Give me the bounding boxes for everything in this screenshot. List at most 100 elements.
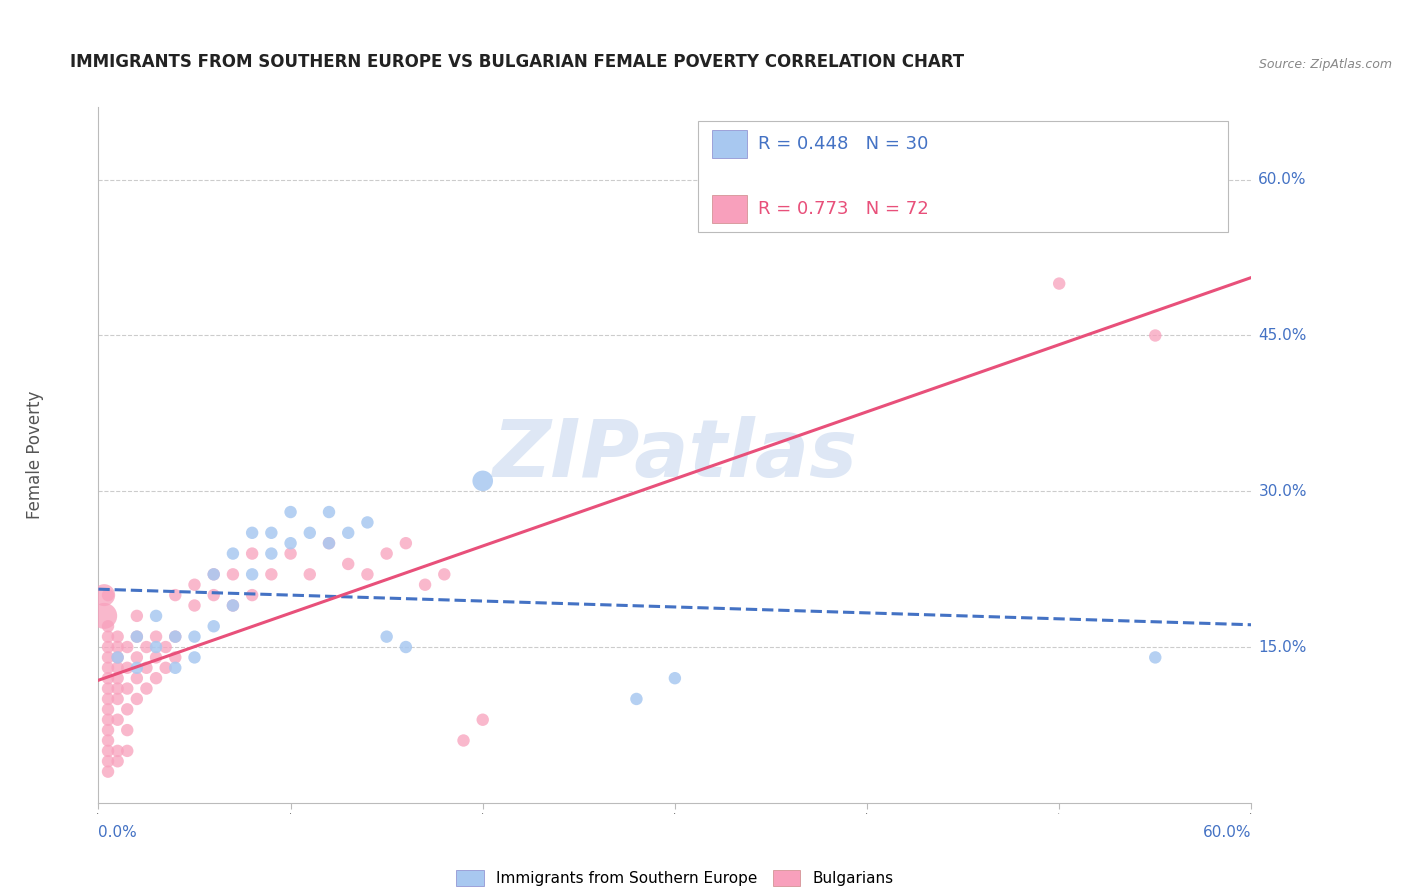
Point (165, 650, 187, 665)
Point (202, 567, 225, 582)
Point (240, 525, 263, 540)
Point (183, 578, 205, 592)
Point (117, 723, 139, 738)
Point (107, 744, 129, 758)
Point (1047, 277, 1070, 291)
Point (395, 536, 418, 550)
Point (97, 692, 120, 706)
Point (107, 671, 129, 685)
Point (240, 567, 263, 582)
Point (375, 547, 398, 561)
Text: 0.0%: 0.0% (98, 825, 138, 840)
Point (97, 661, 120, 675)
Point (413, 578, 436, 592)
Text: R = 0.773   N = 72: R = 0.773 N = 72 (758, 200, 929, 218)
Point (97, 630, 120, 644)
Point (337, 557, 360, 571)
Point (97, 619, 120, 633)
Text: 30.0%: 30.0% (1258, 483, 1306, 499)
Point (117, 744, 139, 758)
Point (395, 640, 418, 654)
Point (155, 640, 177, 654)
Text: Female Poverty: Female Poverty (27, 391, 44, 519)
Point (125, 692, 148, 706)
Point (280, 547, 302, 561)
Point (93, 588, 115, 602)
Point (165, 661, 187, 675)
Point (107, 754, 129, 768)
Point (356, 567, 378, 582)
Point (375, 630, 398, 644)
Point (1144, 328, 1167, 343)
Point (97, 744, 120, 758)
Point (471, 713, 494, 727)
Point (165, 630, 187, 644)
Text: IMMIGRANTS FROM SOUTHERN EUROPE VS BULGARIAN FEMALE POVERTY CORRELATION CHART: IMMIGRANTS FROM SOUTHERN EUROPE VS BULGA… (70, 54, 965, 71)
Point (202, 619, 225, 633)
Text: ZIPatlas: ZIPatlas (492, 416, 858, 494)
Point (155, 661, 177, 675)
Point (145, 650, 167, 665)
Point (97, 588, 120, 602)
Text: 60.0%: 60.0% (1204, 825, 1251, 840)
Point (145, 608, 167, 623)
Point (337, 525, 360, 540)
Point (240, 547, 263, 561)
Text: 15.0%: 15.0% (1258, 640, 1306, 655)
Point (222, 547, 245, 561)
Point (183, 630, 205, 644)
Point (125, 661, 148, 675)
Point (125, 630, 148, 644)
Point (222, 599, 245, 613)
Point (318, 505, 340, 519)
Point (135, 661, 157, 675)
Point (280, 505, 302, 519)
Legend: Immigrants from Southern Europe, Bulgarians: Immigrants from Southern Europe, Bulgari… (450, 864, 900, 892)
Point (125, 608, 148, 623)
Point (298, 525, 321, 540)
Point (117, 702, 139, 716)
Point (280, 536, 302, 550)
Point (107, 681, 129, 696)
Point (260, 547, 283, 561)
Point (222, 567, 245, 582)
Point (453, 733, 475, 747)
Point (97, 640, 120, 654)
Point (240, 588, 263, 602)
Point (1144, 650, 1167, 665)
Point (117, 640, 139, 654)
Point (97, 764, 120, 779)
Point (107, 692, 129, 706)
Point (97, 733, 120, 747)
Point (298, 567, 321, 582)
Point (93, 608, 115, 623)
Point (117, 661, 139, 675)
Point (107, 630, 129, 644)
Point (165, 588, 187, 602)
Point (202, 567, 225, 582)
Point (97, 702, 120, 716)
Point (202, 588, 225, 602)
Point (183, 599, 205, 613)
Point (97, 681, 120, 696)
Point (107, 661, 129, 675)
Point (97, 671, 120, 685)
Point (356, 516, 378, 530)
Point (165, 630, 187, 644)
Text: 45.0%: 45.0% (1258, 328, 1306, 343)
Point (117, 681, 139, 696)
Point (97, 713, 120, 727)
Point (626, 692, 648, 706)
Point (471, 474, 494, 488)
Text: 60.0%: 60.0% (1258, 172, 1306, 187)
Point (97, 650, 120, 665)
Point (318, 536, 340, 550)
Point (125, 630, 148, 644)
Point (135, 640, 157, 654)
Point (107, 640, 129, 654)
Point (664, 671, 686, 685)
Text: R = 0.448   N = 30: R = 0.448 N = 30 (758, 136, 929, 153)
Point (135, 681, 157, 696)
Point (433, 567, 456, 582)
Point (318, 536, 340, 550)
